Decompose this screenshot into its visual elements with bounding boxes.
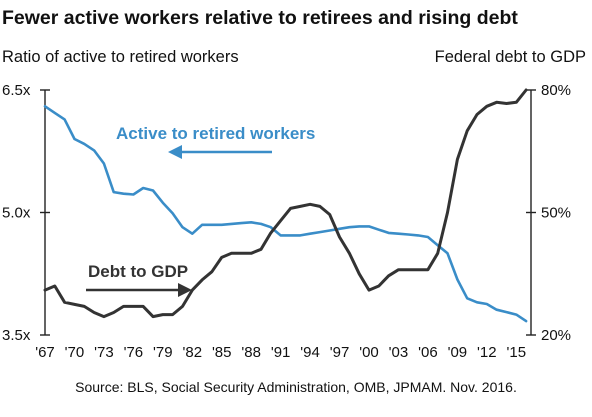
right-tick-label: 80%: [541, 82, 571, 99]
active-arrow-head: [168, 145, 182, 159]
x-axis-ticks: '67 '70 '73 '76 '79 '82 '85 '88 '91 '94 '97 '00 '03 '…: [35, 344, 526, 361]
annotation-active-workers: Active to retired workers: [116, 124, 315, 143]
right-axis-ticks: 20% 50% 80%: [526, 82, 571, 344]
source-note: Source: BLS, Social Security Administrat…: [75, 379, 517, 395]
left-axis-ticks: 3.5x 5.0x 6.5x: [2, 82, 50, 344]
right-tick-label: 20%: [541, 327, 571, 344]
x-tick-label: '76: [124, 344, 144, 361]
series-line-debt-to-gdp: [43, 88, 528, 319]
x-tick-label: '73: [94, 344, 114, 361]
x-tick-label: '91: [271, 344, 291, 361]
x-tick-label: '06: [418, 344, 438, 361]
x-tick-label: '12: [477, 344, 497, 361]
left-tick-label: 6.5x: [2, 82, 31, 99]
x-tick-label: '88: [241, 344, 261, 361]
right-tick-label: 50%: [541, 205, 571, 222]
left-axis-label: Ratio of active to retired workers: [2, 48, 239, 66]
series-lines: [43, 88, 528, 323]
debt-arrow-head: [178, 283, 192, 297]
x-tick-label: '03: [389, 344, 409, 361]
x-tick-label: '09: [448, 344, 468, 361]
annotations: Active to retired workers Debt to GDP: [86, 124, 315, 297]
chart-title: Fewer active workers relative to retiree…: [2, 7, 518, 29]
right-axis-label: Federal debt to GDP: [434, 48, 586, 66]
x-tick-label: '79: [153, 344, 173, 361]
x-tick-label: '67: [35, 344, 55, 361]
x-tick-label: '97: [330, 344, 350, 361]
x-tick-label: '00: [359, 344, 379, 361]
annotation-debt-to-gdp: Debt to GDP: [88, 262, 188, 281]
x-tick-label: '82: [182, 344, 202, 361]
series-line-active-to-retired: [43, 105, 528, 323]
left-tick-label: 5.0x: [2, 205, 31, 222]
left-tick-label: 3.5x: [2, 327, 31, 344]
x-tick-label: '15: [506, 344, 526, 361]
x-tick-label: '70: [65, 344, 85, 361]
x-tick-label: '94: [300, 344, 320, 361]
x-tick-label: '85: [212, 344, 232, 361]
